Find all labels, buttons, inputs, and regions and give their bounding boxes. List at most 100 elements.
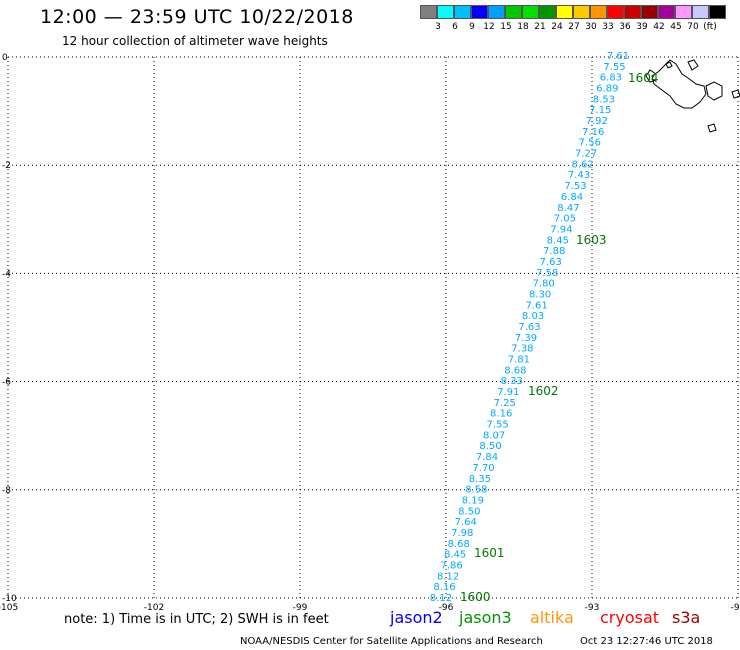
- wave-height-label: 8.03: [522, 311, 544, 322]
- wave-height-label: 7.15: [589, 105, 611, 116]
- wave-height-label: 7.56: [579, 138, 601, 149]
- wave-height-label: 6.83: [600, 73, 622, 84]
- wave-height-label: 7.94: [550, 224, 572, 235]
- satellite-name: s3a: [672, 608, 701, 627]
- wave-height-label: 8.53: [593, 94, 615, 105]
- legend-label: 30: [585, 22, 597, 32]
- coastline-santacruz: [705, 81, 723, 101]
- legend-label: 6: [452, 22, 458, 32]
- legend-label: 33: [602, 22, 614, 32]
- wave-height-label: 7.43: [568, 170, 590, 181]
- legend-label: 15: [500, 22, 512, 32]
- lat-tick-label: -2: [2, 161, 11, 171]
- wave-height-label: 7.39: [515, 333, 537, 344]
- lat-tick-label: -4: [2, 269, 11, 279]
- wave-height-label: 7.27: [575, 149, 597, 160]
- time-label: 1601: [474, 546, 505, 560]
- wave-height-label: 7.80: [533, 279, 555, 290]
- wave-height-label: 8.19: [462, 495, 484, 506]
- wave-height-label: 6.89: [596, 84, 618, 95]
- wave-height-label: 7.05: [554, 214, 576, 225]
- legend-swatch: [675, 5, 692, 19]
- wave-height-label: 7.64: [455, 517, 477, 528]
- satellite-name: jason2: [390, 608, 443, 627]
- time-label: 1600: [460, 590, 491, 604]
- legend-swatch: [522, 5, 539, 19]
- lon-tick-label: -105: [0, 603, 18, 613]
- map-title: 12:00 — 23:59 UTC 10/22/2018: [40, 6, 354, 28]
- lon-tick-label: -102: [144, 603, 164, 613]
- time-label: 1604: [628, 71, 659, 85]
- legend-label: 70: [687, 22, 699, 32]
- satellite-name: altika: [530, 608, 574, 627]
- legend-swatch: [573, 5, 590, 19]
- wave-height-label: 8.50: [458, 506, 480, 517]
- legend-swatch: [505, 5, 522, 19]
- wave-height-label: 6.84: [561, 192, 583, 203]
- legend-label: 24: [551, 22, 563, 32]
- legend-swatch: [709, 5, 726, 19]
- lon-tick-label: -90: [731, 603, 740, 613]
- legend-label: 21: [534, 22, 546, 32]
- wave-height-label: 7.61: [607, 51, 629, 62]
- wave-height-label: 7.92: [586, 116, 608, 127]
- lon-tick-label: -99: [293, 603, 308, 613]
- coastline-espanola: [707, 123, 717, 133]
- lat-tick-label: -8: [2, 486, 11, 496]
- wave-height-label: 8.50: [479, 441, 501, 452]
- legend-swatch: [607, 5, 624, 19]
- satellite-name: cryosat: [600, 608, 660, 627]
- time-label: 1603: [576, 233, 607, 247]
- lat-tick-label: -6: [2, 378, 11, 388]
- wave-height-label: 7.86: [440, 560, 462, 571]
- legend-label: 27: [568, 22, 580, 32]
- legend-label: 36: [619, 22, 631, 32]
- legend-swatch: [471, 5, 488, 19]
- legend-swatch: [420, 5, 437, 19]
- legend-label: 42: [653, 22, 665, 32]
- lat-tick-label: 0: [2, 53, 8, 63]
- coastline-fernandina: [645, 69, 657, 83]
- wave-height-label: 8.62: [571, 159, 593, 170]
- footer-credit: NOAA/NESDIS Center for Satellite Applica…: [240, 636, 543, 647]
- wave-height-label: 7.88: [543, 246, 565, 257]
- wave-height-label: 8.30: [529, 289, 551, 300]
- legend-swatch: [437, 5, 454, 19]
- wave-height-label: 8.45: [547, 235, 569, 246]
- satellite-track: 7.617.556.836.898.537.157.927.167.567.27…: [430, 51, 629, 604]
- wave-height-label: 8.58: [465, 485, 487, 496]
- axis-labels: -105 -102 -99 -96 -93 -90 0 -2 -4 -6 -8 -10: [0, 53, 740, 613]
- legend-swatch: [641, 5, 658, 19]
- legend-swatch: [454, 5, 471, 19]
- wave-height-label: 7.81: [508, 355, 530, 366]
- coastline-sancristobal: [731, 89, 740, 99]
- wave-height-label: 8.68: [504, 365, 526, 376]
- legend-swatch: [556, 5, 573, 19]
- wave-height-label: 7.61: [525, 300, 547, 311]
- wave-height-label: 7.55: [487, 420, 509, 431]
- lon-tick-label: -96: [439, 603, 454, 613]
- wave-height-label: 7.55: [603, 62, 625, 73]
- wave-height-label: 8.68: [448, 539, 470, 550]
- wave-height-label: 7.63: [518, 322, 540, 333]
- grid-lines: [7, 56, 739, 599]
- wave-height-label: 7.16: [582, 127, 604, 138]
- wave-height-label: 7.63: [540, 257, 562, 268]
- lon-tick-label: -93: [585, 603, 600, 613]
- wave-height-label: 7.91: [497, 387, 519, 398]
- wave-height-label: 7.38: [511, 344, 533, 355]
- wave-height-label: 8.07: [483, 430, 505, 441]
- wave-height-label: 7.58: [536, 268, 558, 279]
- legend-label: 3: [435, 22, 441, 32]
- legend-label: 18: [517, 22, 529, 32]
- legend-label: 9: [469, 22, 475, 32]
- legend-label: (ft): [703, 22, 717, 32]
- legend-swatch: [692, 5, 709, 19]
- galapagos-coastline: [645, 59, 740, 133]
- wave-height-label: 7.84: [476, 452, 498, 463]
- legend-swatch: [590, 5, 607, 19]
- wave-height-label: 7.98: [451, 528, 473, 539]
- coastline-isabela: [651, 59, 707, 109]
- wave-height-label: 7.53: [564, 181, 586, 192]
